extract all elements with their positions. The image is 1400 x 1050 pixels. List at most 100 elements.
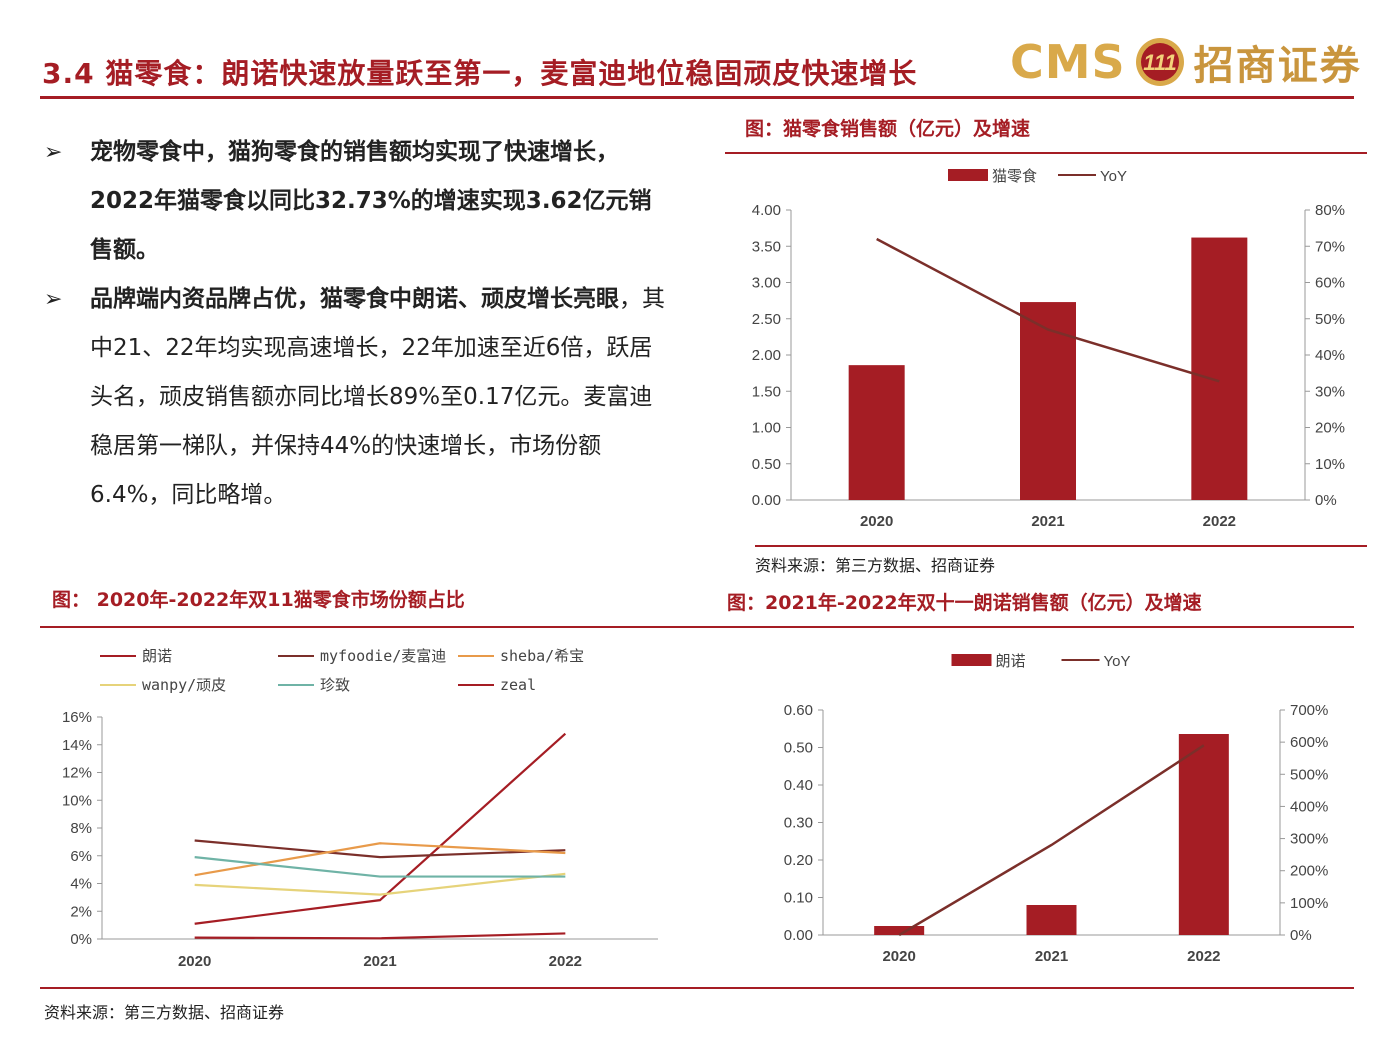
logo-cn-text: 招商证券 — [1193, 43, 1362, 89]
bullet-text: 宠物零食中，猫狗零食的销售额均实现了快速增长，2022年猫零食以同比32.73%… — [90, 139, 652, 263]
title-divider — [40, 96, 1354, 99]
y2-tick-label: 700% — [1290, 702, 1328, 719]
x-tick-label: 2020 — [178, 953, 211, 970]
series-line — [194, 732, 567, 925]
yoy-line — [898, 744, 1205, 937]
legend-label: YoY — [1104, 653, 1131, 670]
bullet-item: ➢ 品牌端内资品牌占优，猫零食中朗诺、顽皮增长亮眼，其中21、22年均实现高速增… — [42, 275, 672, 520]
y-tick-label: 8% — [70, 820, 92, 837]
y-tick-label: 0.50 — [784, 740, 813, 757]
y-tick-label: 12% — [62, 765, 92, 782]
x-tick-label: 2020 — [860, 513, 893, 530]
bullet-text: ，其中21、22年均实现高速增长，22年加速至近6倍，跃居头名，顽皮销售额亦同比… — [90, 286, 665, 508]
bar — [1026, 905, 1077, 935]
chart1-top-rule — [725, 152, 1367, 154]
y2-tick-label: 80% — [1315, 202, 1345, 219]
chart1-source: 资料来源：第三方数据、招商证券 — [755, 556, 996, 575]
chart3-title: 图：2021年-2022年双十一朗诺销售额（亿元）及增速 — [727, 592, 1202, 614]
legend-label: 朗诺 — [996, 653, 1026, 670]
y2-tick-label: 500% — [1290, 766, 1328, 783]
y-tick-label: 16% — [62, 709, 92, 726]
x-tick-label: 2021 — [363, 953, 396, 970]
y-tick-label: 4% — [70, 876, 92, 893]
chart-sales-yoy: 0.00 0.50 1.00 1.50 2.00 2.50 3.00 3.50 4.00 0% 10… — [752, 168, 1345, 530]
series-line — [194, 856, 566, 878]
chart1-title: 图：猫零食销售额（亿元）及增速 — [745, 118, 1031, 140]
y2-tick-label: 10% — [1315, 456, 1345, 473]
y2-tick-label: 600% — [1290, 734, 1328, 751]
bullet-bold-text: 品牌端内资品牌占优，猫零食中朗诺、顽皮增长亮眼 — [90, 286, 619, 312]
y2-tick-label: 0% — [1290, 927, 1312, 944]
svg-text:111: 111 — [1143, 50, 1176, 75]
y2-tick-label: 100% — [1290, 895, 1328, 912]
y-tick-label: 1.50 — [752, 383, 781, 400]
arrow-bullet-icon: ➢ — [44, 140, 63, 165]
series-line — [194, 839, 566, 859]
x-tick-label: 2021 — [1035, 948, 1068, 965]
y2-tick-label: 0% — [1315, 492, 1337, 509]
cms-logo-icon: 111 — [1135, 38, 1184, 86]
bar — [848, 365, 905, 500]
y2-tick-label: 30% — [1315, 383, 1345, 400]
y-tick-label: 4.00 — [752, 202, 781, 219]
chart-market-share: 0% 2% 4% 6% 8% 10% 12% 14% 16% 2020 2021 2022 朗诺 myfo… — [62, 647, 658, 970]
x-tick-label: 2020 — [882, 948, 915, 965]
y2-tick-label: 50% — [1315, 311, 1345, 328]
y-tick-label: 3.00 — [752, 275, 781, 292]
y-tick-label: 1.00 — [752, 420, 781, 437]
y-tick-label: 14% — [62, 737, 92, 754]
series-line — [194, 842, 566, 877]
y-tick-label: 0.50 — [752, 456, 781, 473]
chart2-title: 图： 2020年-2022年双11猫零食市场份额占比 — [52, 589, 465, 611]
legend-label: 猫零食 — [992, 168, 1037, 185]
y-tick-label: 0.60 — [784, 702, 813, 719]
y2-tick-label: 60% — [1315, 275, 1345, 292]
bar — [1020, 302, 1076, 500]
legend-label: YoY — [1100, 168, 1127, 185]
legend-bar-swatch — [948, 169, 988, 181]
y2-tick-label: 400% — [1290, 798, 1328, 815]
y-tick-label: 0.30 — [784, 815, 813, 832]
y2-tick-label: 300% — [1290, 831, 1328, 848]
x-tick-label: 2022 — [549, 953, 582, 970]
lower-bottom-rule — [40, 987, 1354, 989]
lower-top-rule — [40, 626, 1354, 628]
y-tick-label: 6% — [70, 848, 92, 865]
x-tick-label: 2022 — [1203, 513, 1236, 530]
legend-label: 珍致 — [320, 676, 350, 694]
bar — [874, 926, 925, 935]
y2-tick-label: 20% — [1315, 420, 1345, 437]
logo-cms-text: CMS — [1010, 35, 1126, 89]
series-line — [194, 932, 566, 940]
page-source: 资料来源：第三方数据、招商证券 — [44, 1003, 285, 1022]
y-tick-label: 3.50 — [752, 238, 781, 255]
y-tick-label: 0.00 — [784, 927, 813, 944]
bullet-list: ➢ 宠物零食中，猫狗零食的销售额均实现了快速增长，2022年猫零食以同比32.7… — [42, 128, 672, 520]
y-tick-label: 0.10 — [784, 890, 813, 907]
legend-label: 朗诺 — [142, 647, 172, 665]
arrow-bullet-icon: ➢ — [44, 287, 63, 312]
chart1-bottom-rule — [755, 545, 1367, 547]
y2-tick-label: 200% — [1290, 863, 1328, 880]
bar — [1178, 734, 1229, 935]
page-title: 3.4 猫零食：朗诺快速放量跃至第一，麦富迪地位稳固顽皮快速增长 — [42, 57, 918, 90]
brand-logo: CMS 111 招商证券 — [1010, 32, 1362, 92]
y-tick-label: 2% — [70, 903, 92, 920]
bullet-item: ➢ 宠物零食中，猫狗零食的销售额均实现了快速增长，2022年猫零食以同比32.7… — [42, 128, 672, 275]
y-tick-label: 0% — [70, 931, 92, 948]
y2-tick-label: 70% — [1315, 238, 1345, 255]
x-tick-label: 2022 — [1187, 948, 1220, 965]
yoy-line — [876, 237, 1220, 383]
legend-label: myfoodie/麦富迪 — [320, 647, 446, 665]
y-tick-label: 2.50 — [752, 311, 781, 328]
y-tick-label: 2.00 — [752, 347, 781, 364]
y-tick-label: 0.40 — [784, 777, 813, 794]
legend-label: sheba/希宝 — [500, 647, 584, 665]
legend-label: zeal — [500, 676, 536, 694]
y-tick-label: 10% — [62, 792, 92, 809]
y2-tick-label: 40% — [1315, 347, 1345, 364]
legend-bar-swatch — [951, 654, 992, 666]
y-tick-label: 0.20 — [784, 852, 813, 869]
legend-label: wanpy/顽皮 — [142, 676, 226, 694]
y-tick-label: 0.00 — [752, 492, 781, 509]
